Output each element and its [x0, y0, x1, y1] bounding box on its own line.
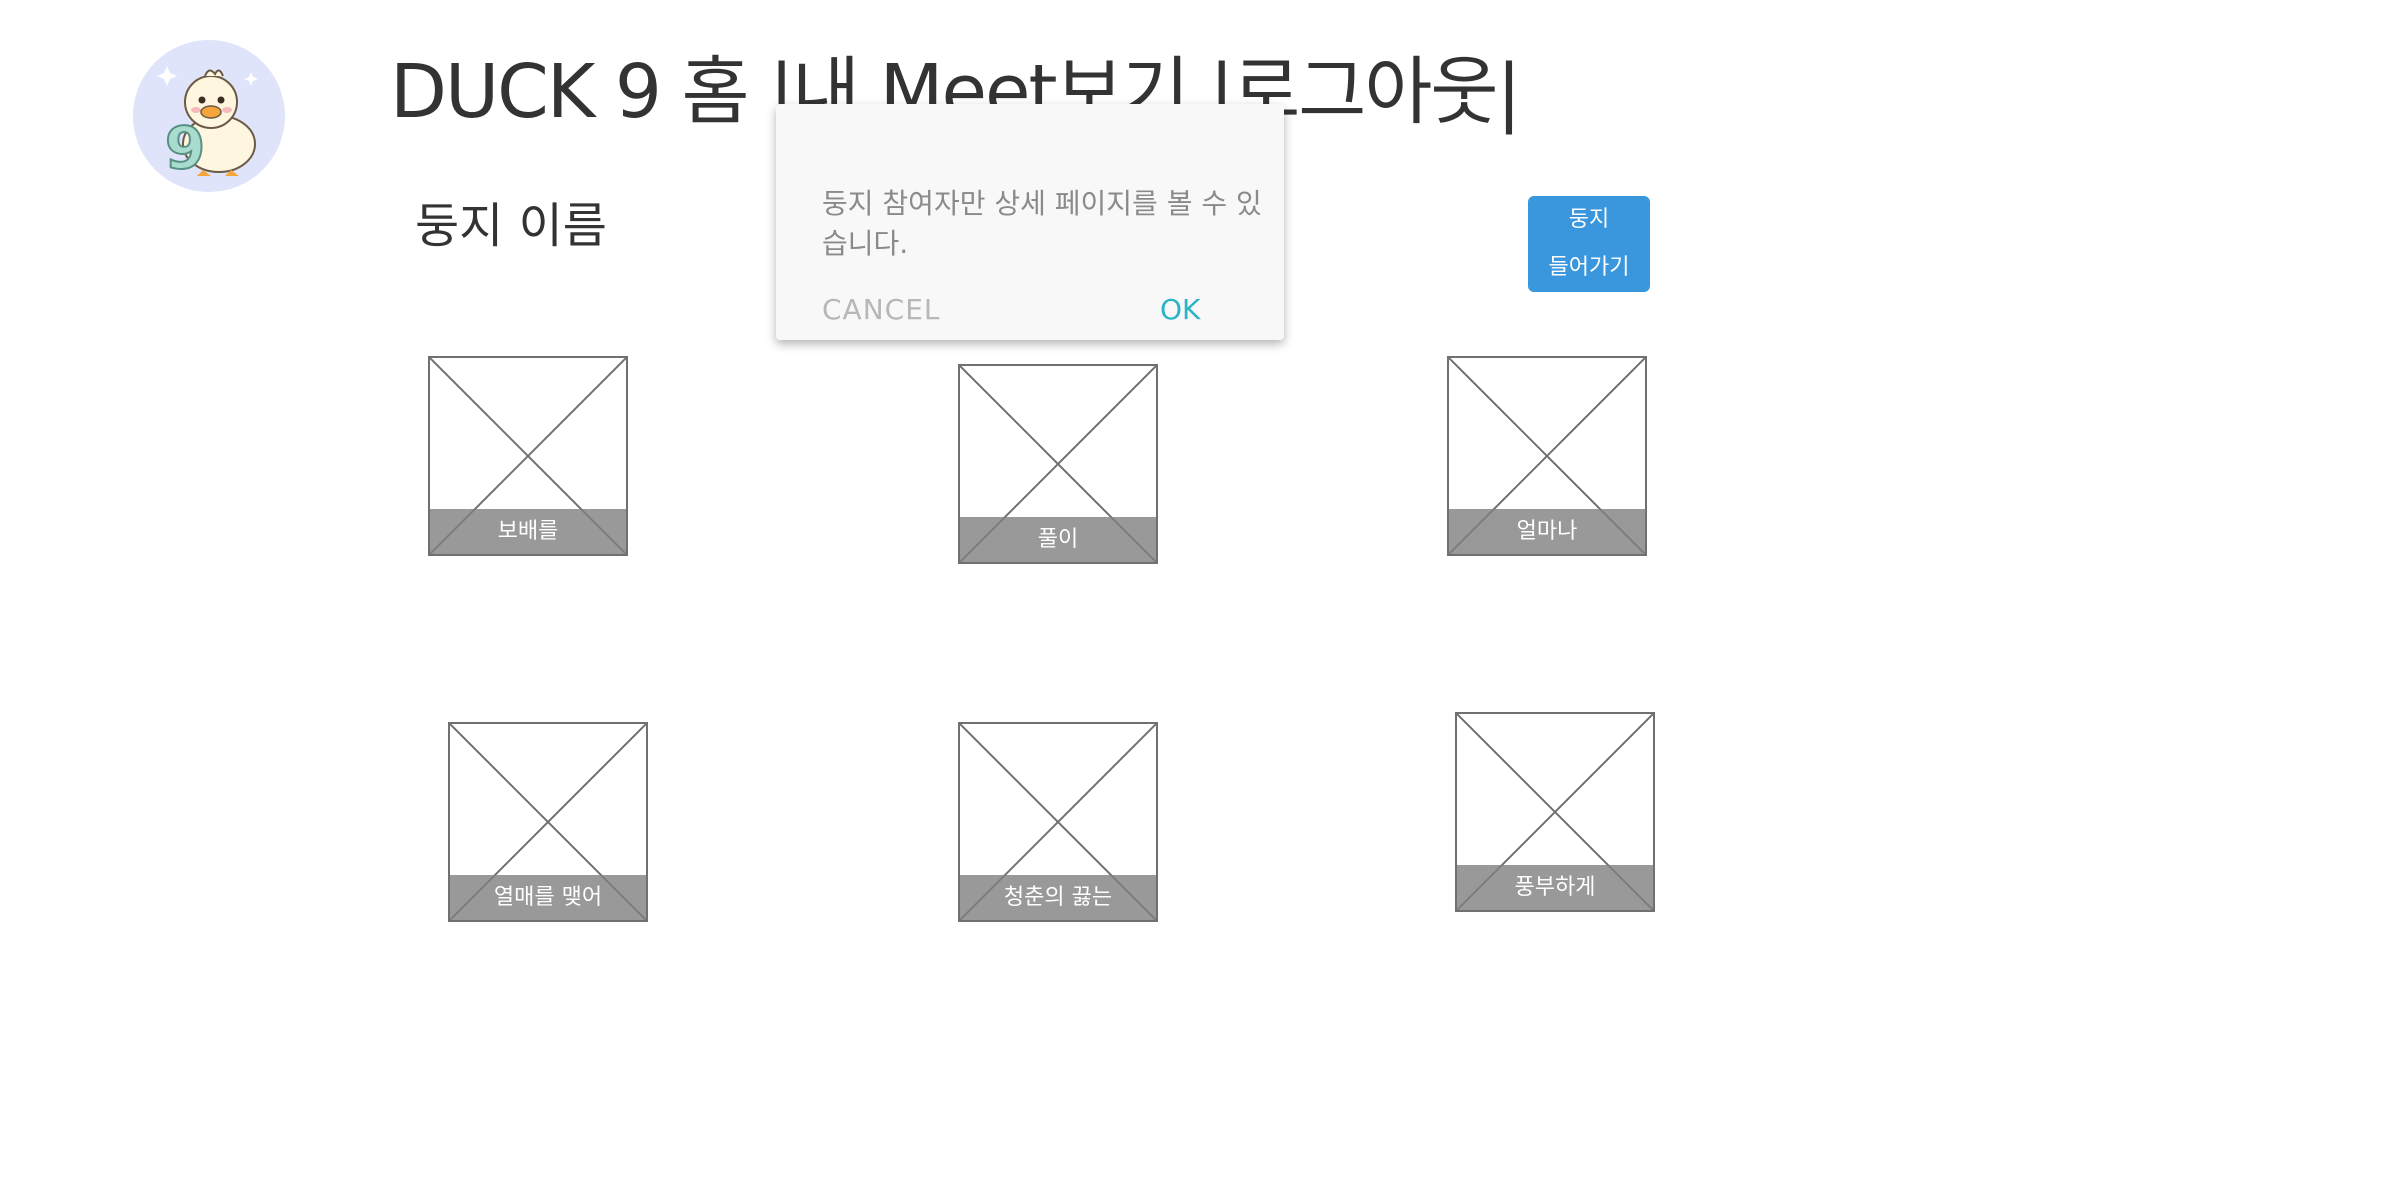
- nest-name-heading: 둥지 이름: [415, 198, 607, 254]
- svg-text:9: 9: [165, 114, 205, 182]
- dialog-cancel-button[interactable]: CANCEL: [822, 293, 941, 326]
- card-caption: 풍부하게: [1457, 865, 1653, 910]
- dialog-ok-button[interactable]: OK: [1160, 293, 1201, 326]
- card-caption: 청춘의 끓는: [960, 875, 1156, 920]
- nest-card[interactable]: 얼마나: [1447, 356, 1647, 556]
- duck-mascot-icon: 9: [133, 40, 285, 192]
- nest-card[interactable]: 풍부하게: [1455, 712, 1655, 912]
- dialog-message: 둥지 참여자만 상세 페이지를 볼 수 있습니다.: [822, 187, 1262, 260]
- nest-card[interactable]: 청춘의 끓는: [958, 722, 1158, 922]
- join-nest-button-label: 둥지 들어가기: [1548, 207, 1630, 280]
- nav-home-link[interactable]: 홈: [681, 49, 749, 135]
- card-caption: 보배를: [430, 509, 626, 554]
- card-caption: 얼마나: [1449, 509, 1645, 554]
- nest-card[interactable]: 보배를: [428, 356, 628, 556]
- card-caption: 풀이: [960, 517, 1156, 562]
- brand-title[interactable]: DUCK 9: [390, 49, 662, 135]
- access-alert-dialog: 둥지 참여자만 상세 페이지를 볼 수 있습니다. CANCEL OK: [776, 104, 1284, 340]
- nest-card[interactable]: 풀이: [958, 364, 1158, 564]
- nest-card[interactable]: 열매를 맺어: [448, 722, 648, 922]
- card-caption: 열매를 맺어: [450, 875, 646, 920]
- duck-logo[interactable]: 9: [133, 40, 285, 192]
- join-nest-button[interactable]: 둥지 들어가기: [1528, 196, 1650, 292]
